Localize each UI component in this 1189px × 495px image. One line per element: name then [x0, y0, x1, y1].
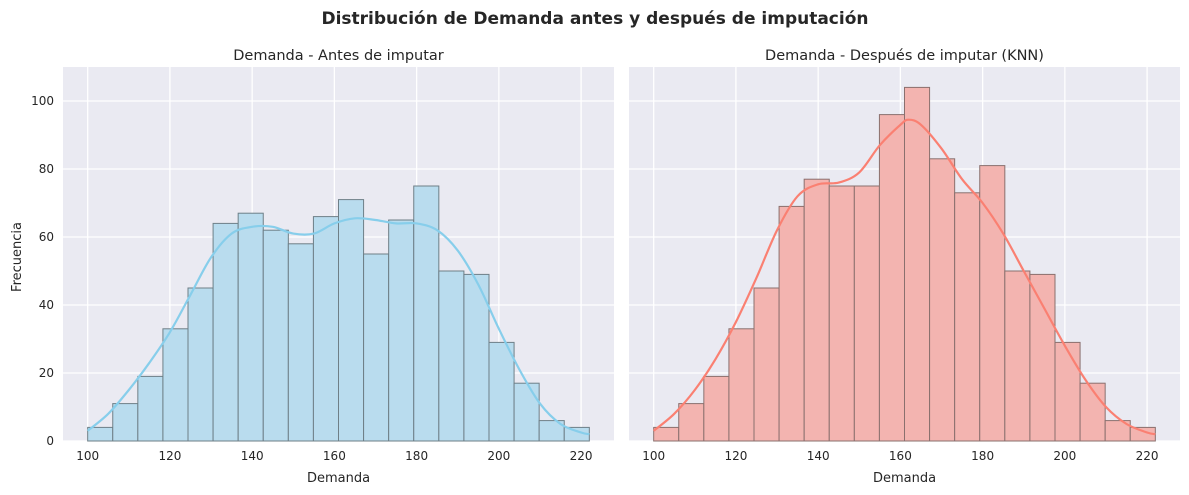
histogram-bar-after	[778, 205, 805, 442]
histogram-bar-before	[388, 219, 415, 442]
histogram-bar-after	[703, 375, 730, 442]
xlabel-before: Demanda	[307, 471, 370, 486]
histogram-bar-before	[287, 243, 314, 442]
ytick-label: 60	[39, 230, 54, 244]
xtick-label: 100	[76, 449, 99, 463]
ytick-label: 100	[31, 94, 54, 108]
xtick-label: 220	[570, 449, 593, 463]
xticks-after: 100 120 140 160 180 200 220	[642, 449, 1158, 463]
figure-title: Distribución de Demanda antes y después …	[321, 9, 868, 29]
xtick-label: 180	[971, 449, 994, 463]
ytick-label: 20	[39, 366, 54, 380]
figure-ylabel: Frecuencia	[10, 222, 25, 292]
histogram-bar-before	[87, 426, 114, 442]
kde-after	[652, 118, 1156, 436]
xlabel-after: Demanda	[873, 471, 936, 486]
histogram-bar-after	[653, 426, 680, 442]
histogram-bar-before	[137, 375, 164, 442]
histogram-bar-after	[954, 192, 981, 442]
xtick-label: 180	[405, 449, 428, 463]
kde-line-after	[652, 118, 1156, 436]
ytick-label: 0	[46, 434, 54, 448]
xtick-label: 120	[158, 449, 181, 463]
histogram-bar-before	[438, 270, 465, 442]
histogram-bar-after	[728, 328, 755, 442]
xtick-label: 140	[241, 449, 264, 463]
kde-before	[86, 217, 590, 436]
histogram-after-imputation: 100 120 140 160 180 200 220 Demanda - Después …	[629, 48, 1180, 486]
histogram-bar-before	[338, 199, 365, 442]
histogram-bar-before	[363, 253, 390, 442]
histogram-bar-before	[187, 287, 214, 442]
bars-before	[87, 185, 590, 442]
xtick-label: 160	[323, 449, 346, 463]
histogram-before-imputation: 100 120 140 160 180 200 220 0 20 40 60 80 100 Deman…	[31, 48, 614, 486]
xtick-label: 160	[889, 449, 912, 463]
ytick-label: 40	[39, 298, 54, 312]
histogram-bar-after	[1079, 382, 1106, 442]
histogram-bar-after	[1029, 273, 1056, 442]
histogram-bar-after	[803, 178, 830, 442]
histogram-bar-before	[262, 229, 289, 442]
histogram-bar-after	[828, 185, 855, 442]
xtick-label: 200	[487, 449, 510, 463]
panel-title-after: Demanda - Después de imputar (KNN)	[765, 48, 1044, 64]
kde-line-before	[86, 217, 590, 436]
histogram-bar-before	[112, 403, 139, 442]
histogram-bar-before	[513, 382, 540, 442]
ytick-label: 80	[39, 162, 54, 176]
histogram-bar-before	[463, 273, 490, 442]
histogram-bar-after	[753, 287, 780, 442]
xticks-before: 100 120 140 160 180 200 220	[76, 449, 592, 463]
xtick-label: 140	[807, 449, 830, 463]
histogram-bar-after	[678, 403, 705, 442]
histogram-bar-after	[979, 165, 1006, 442]
histogram-bar-after	[1004, 270, 1031, 442]
panel-title-before: Demanda - Antes de imputar	[233, 48, 444, 64]
yticks-before: 0 20 40 60 80 100	[31, 94, 54, 448]
histogram-bar-before	[212, 222, 239, 442]
xtick-label: 120	[724, 449, 747, 463]
histogram-bar-after	[904, 86, 931, 442]
histogram-bar-before	[488, 341, 515, 442]
xtick-label: 220	[1136, 449, 1159, 463]
xtick-label: 100	[642, 449, 665, 463]
histogram-bar-after	[929, 158, 956, 442]
xtick-label: 200	[1053, 449, 1076, 463]
histogram-bar-before	[162, 328, 189, 442]
histogram-bar-after	[853, 185, 880, 442]
bars-after	[653, 86, 1156, 442]
histogram-bar-after	[1054, 341, 1081, 442]
histogram-bar-before	[237, 212, 264, 442]
histogram-bar-before	[312, 216, 340, 442]
histogram-bar-after	[878, 114, 906, 442]
